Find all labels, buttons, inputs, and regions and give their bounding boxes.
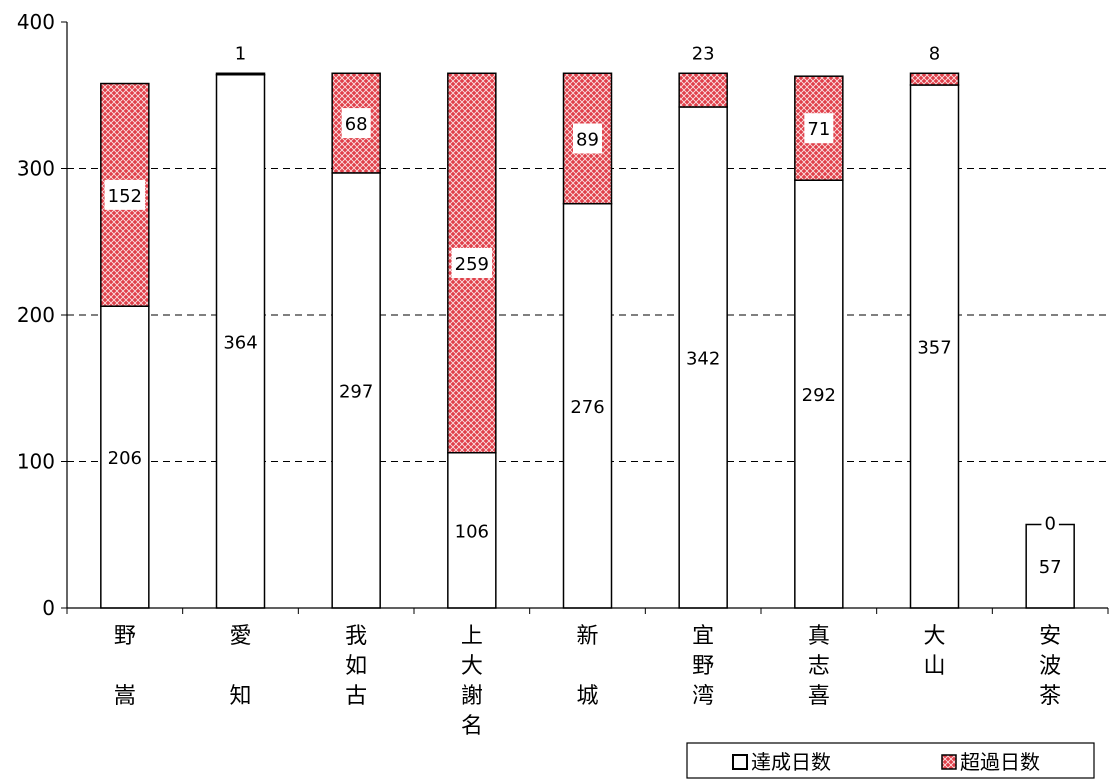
bar-exceeded: [678, 72, 728, 108]
data-label-bg: [220, 328, 261, 355]
y-tick-label: 100: [17, 450, 55, 474]
legend-box: [686, 742, 1095, 779]
bar-exceeded: [215, 72, 266, 76]
bars: [100, 72, 1075, 609]
data-label-bg: [451, 517, 493, 544]
category-char: 謝: [461, 684, 483, 709]
data-label-achieved: 292: [802, 385, 836, 406]
data-label-bg: [335, 377, 377, 404]
data-label-achieved: 57: [1039, 557, 1062, 578]
category-char: 宜: [692, 624, 714, 649]
category-char: 愛: [229, 624, 251, 649]
data-label-bg: [914, 333, 955, 360]
category-char: 大: [923, 624, 945, 649]
category-char: 波: [1039, 654, 1061, 679]
bar-exceeded: [909, 72, 960, 86]
category-char: 大: [461, 654, 483, 679]
category-char: 城: [576, 684, 598, 709]
data-label-achieved: 106: [455, 521, 489, 542]
data-label-achieved: 206: [108, 448, 142, 469]
data-label-exceeded: 23: [692, 43, 715, 64]
legend-label-exceeded: 超過日数: [960, 750, 1040, 774]
category-char: 山: [923, 654, 945, 679]
data-labels: 206 152 364 1 297 68 106 259 276 89 342 23 292 71 357 8…: [104, 43, 1065, 580]
data-label-exceeded: 89: [576, 129, 599, 150]
data-label-exceeded: 0: [1044, 513, 1055, 534]
category-char: 茶: [1039, 684, 1061, 709]
data-label-bg: [341, 108, 371, 139]
data-label-achieved: 357: [917, 337, 951, 358]
category-label: 愛知愛知: [229, 624, 251, 709]
category-char: 野: [692, 654, 714, 679]
data-label-bg: [1035, 553, 1065, 580]
data-label-bg: [804, 113, 834, 144]
y-tick-label: 200: [17, 303, 55, 327]
legend-label-achieved: 達成日数: [751, 750, 831, 774]
category-char: 古: [345, 684, 367, 709]
category-char: 上: [461, 624, 483, 649]
category-char: 如: [345, 654, 367, 679]
data-label-exceeded: 152: [108, 186, 142, 207]
data-label-bg: [573, 123, 602, 154]
data-label-bg: [1041, 510, 1059, 535]
category-label: 上大謝名上大謝名: [461, 624, 483, 739]
data-label-achieved: 364: [223, 332, 257, 353]
category-label: 野嵩野嵩: [114, 624, 136, 709]
category-char: 安: [1039, 624, 1061, 649]
data-label-exceeded: 8: [929, 43, 940, 64]
data-label-bg: [451, 247, 493, 278]
y-tick-label: 0: [42, 596, 55, 620]
data-label-exceeded: 68: [345, 114, 368, 135]
y-tick-label: 400: [17, 10, 55, 34]
category-char: 新: [576, 624, 598, 649]
axes: 0100200300400野嵩野嵩愛知愛知我如古我如古上大謝名上大謝名新城新城宜…: [17, 10, 1109, 739]
data-label-exceeded: 1: [235, 43, 246, 64]
category-char: 嵩: [114, 684, 136, 709]
data-label-achieved: 342: [686, 348, 720, 369]
data-label-exceeded: 259: [455, 254, 489, 275]
category-label: 安波茶安波茶: [1039, 624, 1061, 709]
category-label: 大山大山: [923, 624, 945, 679]
data-label-exceeded: 71: [807, 119, 830, 140]
category-label: 新城新城: [576, 624, 598, 709]
category-label: 我如古我如古: [345, 624, 367, 709]
data-label-bg: [798, 381, 840, 408]
category-char: 喜: [808, 684, 830, 709]
category-char: 真: [808, 624, 830, 649]
data-label-achieved: 276: [570, 397, 604, 418]
data-label-bg: [104, 444, 146, 471]
legend-swatch-achieved: [732, 754, 748, 770]
data-label-bg: [682, 344, 724, 371]
category-label: 宜野湾宜野湾: [692, 624, 714, 709]
category-char: 野: [114, 624, 136, 649]
legend: 達成日数 超過日数: [686, 742, 1095, 779]
category-char: 湾: [692, 684, 714, 709]
data-label-bg: [567, 392, 608, 419]
category-char: 志: [808, 654, 830, 679]
data-label-achieved: 297: [339, 381, 373, 402]
y-tick-label: 300: [17, 157, 55, 181]
legend-swatch-exceeded: [941, 754, 957, 770]
category-label: 真志喜真志喜: [808, 624, 830, 709]
data-label-bg: [104, 179, 146, 210]
category-char: 我: [345, 624, 367, 649]
category-char: 知: [229, 684, 251, 709]
category-char: 名: [461, 714, 483, 739]
